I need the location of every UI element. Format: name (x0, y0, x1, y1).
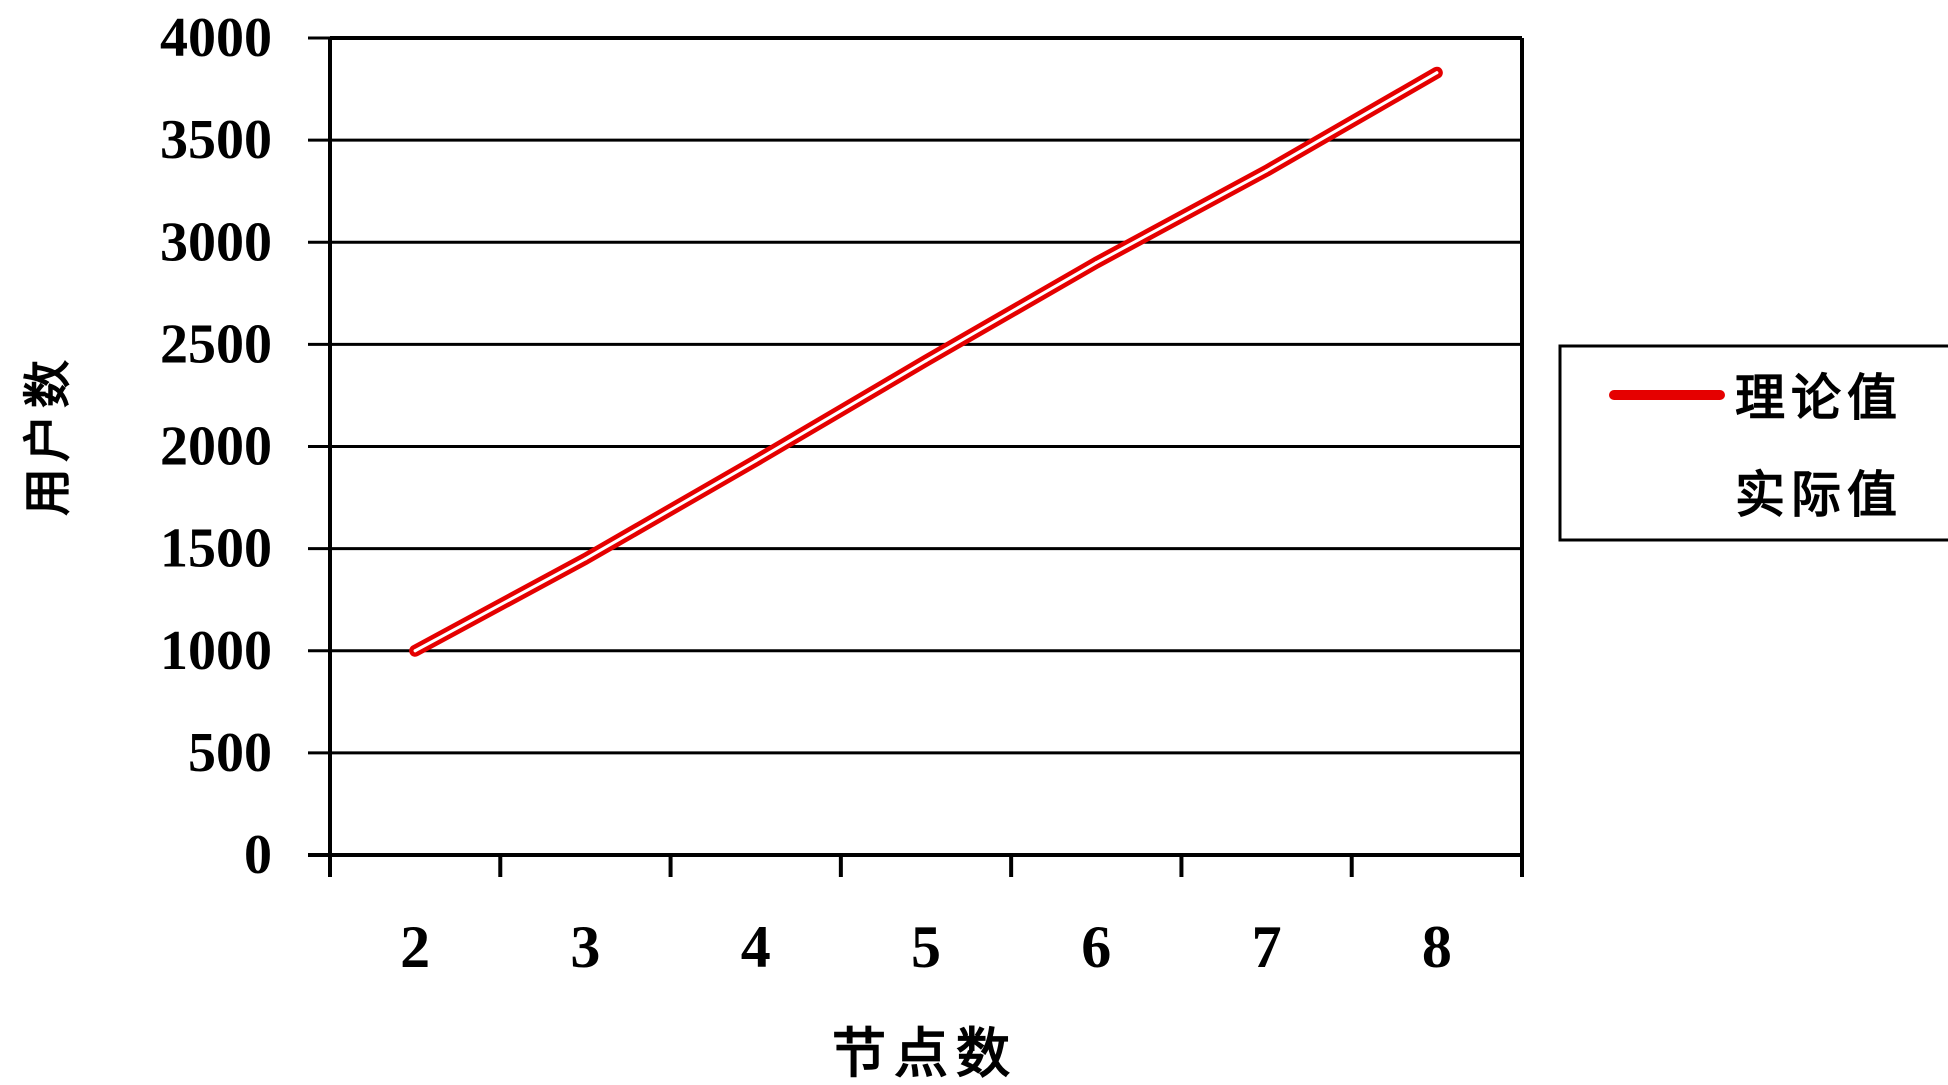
x-tick-label: 3 (570, 914, 600, 980)
series-lines (409, 66, 1443, 657)
y-tick-label: 1500 (160, 518, 272, 580)
legend: 理论值 实际值 (1558, 344, 1948, 542)
data-point (754, 459, 758, 463)
axes (308, 36, 1524, 877)
data-point (413, 649, 417, 653)
data-point (924, 359, 928, 363)
data-point (1265, 169, 1269, 173)
x-axis-title: 节点数 (832, 1022, 1018, 1085)
y-tick-label: 0 (244, 824, 272, 886)
x-tick-label: 7 (1252, 914, 1282, 980)
x-tick-label: 5 (911, 914, 941, 980)
data-point (583, 557, 587, 561)
y-tick-label: 2000 (160, 416, 272, 478)
x-tick-label: 8 (1422, 914, 1452, 980)
legend-label-actual: 实际值 (1735, 466, 1903, 524)
y-tick-label: 500 (188, 722, 272, 784)
y-axis-title: 用户数 (20, 354, 76, 516)
y-tick-label: 4000 (160, 7, 272, 69)
y-tick-label: 2500 (160, 313, 272, 375)
data-point (1435, 71, 1439, 75)
y-tick-label: 1000 (160, 620, 272, 682)
y-tick-labels: 4000 3500 3000 2500 2000 1500 1000 500 0 (160, 7, 272, 886)
y-tick-label: 3500 (160, 109, 272, 171)
y-tick-label: 3000 (160, 211, 272, 273)
data-point (1094, 261, 1098, 265)
x-tick-label: 6 (1081, 914, 1111, 980)
x-tick-label: 2 (400, 914, 430, 980)
x-tick-label: 4 (741, 914, 771, 980)
legend-box (1558, 344, 1948, 542)
x-tick-labels: 2 3 4 5 6 7 8 (400, 914, 1452, 980)
legend-label-theory: 理论值 (1735, 369, 1903, 427)
grid-lines (330, 36, 1522, 755)
